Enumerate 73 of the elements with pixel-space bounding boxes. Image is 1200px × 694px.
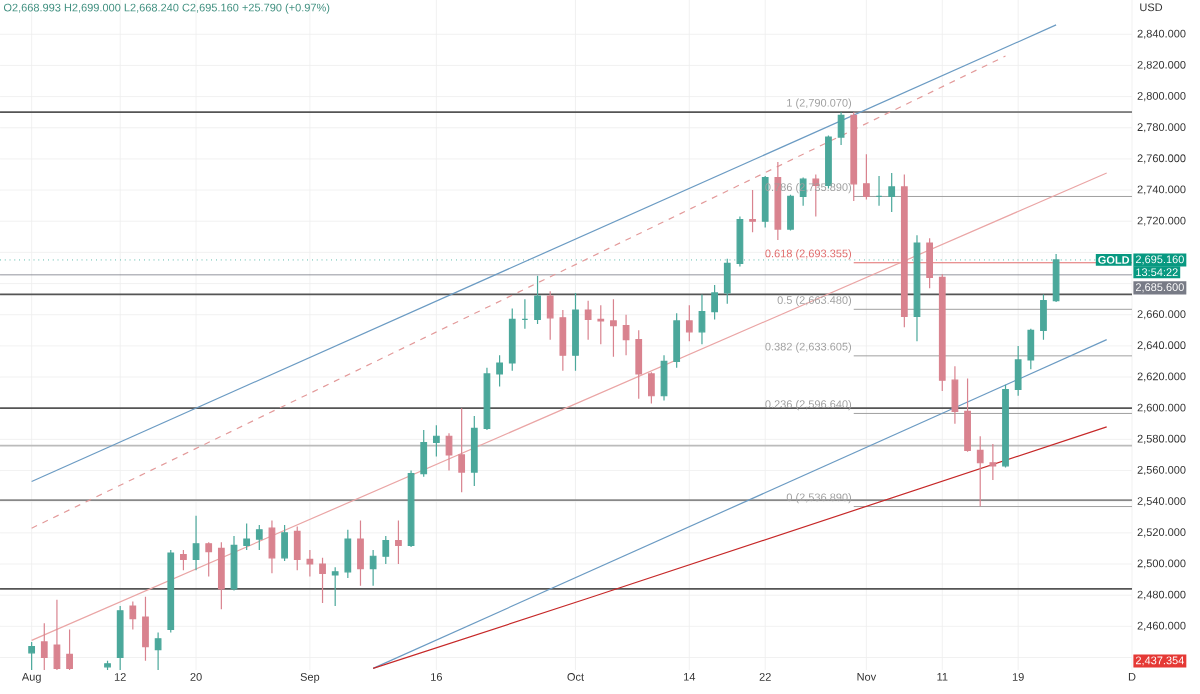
candlestick bbox=[900, 173, 908, 328]
candlestick bbox=[673, 312, 681, 369]
candlestick bbox=[597, 304, 605, 345]
candlestick bbox=[698, 293, 706, 345]
candlestick bbox=[761, 175, 769, 229]
candlestick bbox=[711, 284, 718, 320]
candlestick bbox=[622, 314, 630, 356]
candlestick bbox=[1002, 384, 1009, 469]
candlestick bbox=[470, 415, 478, 487]
candlestick bbox=[180, 549, 187, 571]
candlestick bbox=[432, 424, 440, 458]
candlestick bbox=[192, 515, 200, 571]
candlestick bbox=[584, 300, 592, 341]
candlestick bbox=[875, 175, 883, 207]
candlestick bbox=[395, 519, 402, 565]
candlestick bbox=[508, 307, 516, 372]
candlestick bbox=[976, 435, 984, 507]
candlestick bbox=[458, 407, 466, 493]
candlestick bbox=[40, 622, 48, 671]
candlestick bbox=[1040, 293, 1047, 341]
candlestick bbox=[521, 298, 529, 330]
candlestick bbox=[28, 641, 36, 671]
candlestick bbox=[293, 526, 301, 571]
candlestick bbox=[281, 524, 288, 562]
candlestick bbox=[268, 519, 276, 574]
candlestick bbox=[888, 172, 896, 213]
candlestick bbox=[534, 275, 541, 325]
candlestick bbox=[787, 194, 794, 232]
candlestick bbox=[736, 215, 744, 268]
candlestick bbox=[635, 329, 643, 400]
candlestick bbox=[863, 153, 870, 201]
candlestick bbox=[610, 298, 617, 358]
candlestick bbox=[357, 519, 364, 587]
candlestick bbox=[53, 599, 61, 671]
candlestick bbox=[1027, 328, 1035, 370]
candlestick bbox=[243, 522, 251, 551]
candlestick bbox=[1014, 345, 1022, 397]
candlestick bbox=[964, 378, 971, 453]
candlestick bbox=[837, 111, 845, 146]
candlestick bbox=[154, 631, 162, 671]
candlestick bbox=[913, 234, 921, 342]
candlestick bbox=[104, 660, 111, 671]
candlestick bbox=[319, 557, 326, 604]
candlestick bbox=[546, 290, 554, 341]
candlestick bbox=[420, 429, 428, 478]
candlestick bbox=[255, 524, 263, 551]
candlestick bbox=[142, 596, 149, 662]
candlestick bbox=[129, 600, 137, 631]
candlestick bbox=[116, 605, 124, 671]
candlestick bbox=[167, 549, 175, 634]
candlestick bbox=[938, 273, 946, 392]
candlestick bbox=[407, 469, 415, 548]
candlestick bbox=[685, 304, 693, 342]
candlestick bbox=[926, 237, 934, 289]
candlestick bbox=[647, 371, 655, 405]
candlestick bbox=[369, 549, 377, 587]
candlestick bbox=[382, 535, 390, 565]
candlestick bbox=[496, 354, 503, 387]
candlestick bbox=[217, 541, 225, 610]
candlestick bbox=[723, 258, 731, 305]
candlestick bbox=[749, 189, 756, 233]
candlestick bbox=[559, 309, 567, 372]
candlestick bbox=[445, 432, 453, 472]
candlestick bbox=[306, 549, 314, 578]
candlestick bbox=[989, 443, 997, 481]
candlestick bbox=[205, 541, 213, 578]
candlestick bbox=[572, 292, 579, 372]
candlestick bbox=[331, 566, 339, 607]
candlestick bbox=[850, 111, 858, 202]
candlestick bbox=[344, 529, 352, 579]
candlestick bbox=[66, 628, 73, 671]
candlestick bbox=[951, 365, 959, 425]
candlestick bbox=[1052, 253, 1060, 303]
